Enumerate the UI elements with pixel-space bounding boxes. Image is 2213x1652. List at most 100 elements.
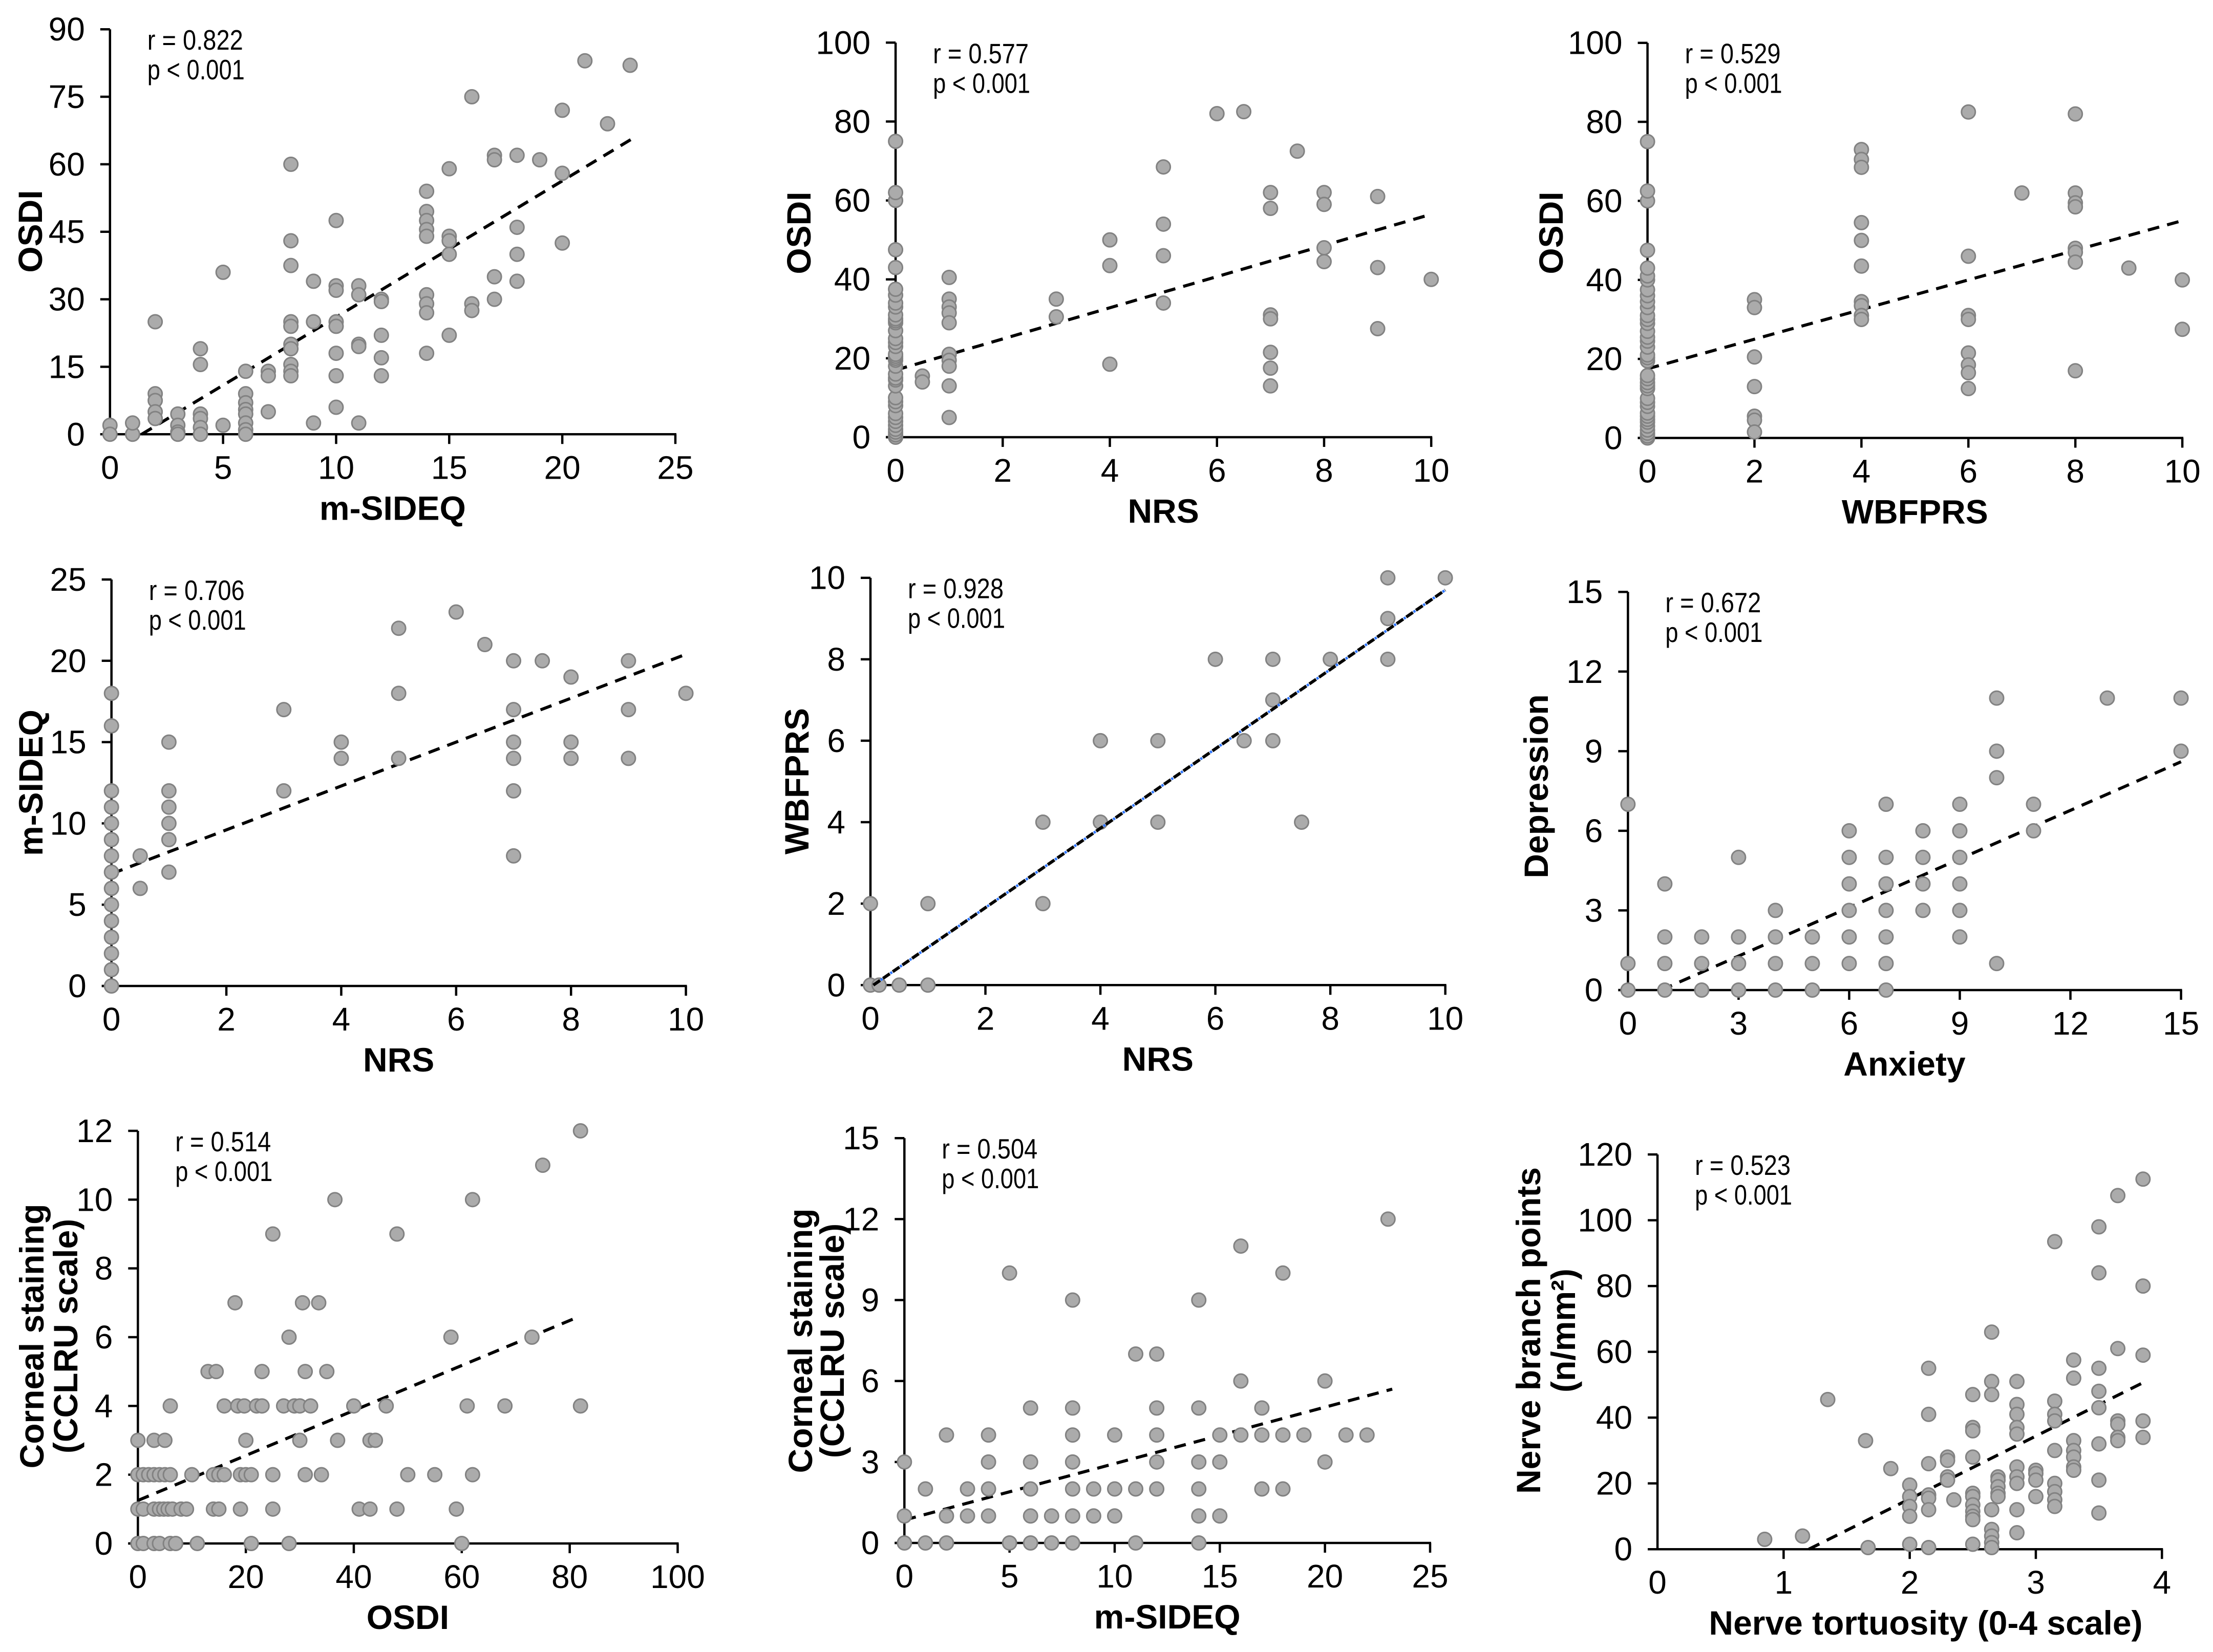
svg-text:5: 5 — [68, 886, 87, 923]
svg-text:p < 0.001: p < 0.001 — [149, 604, 246, 636]
svg-text:0: 0 — [827, 967, 845, 1003]
svg-text:2: 2 — [1746, 453, 1764, 489]
svg-text:r = 0.577: r = 0.577 — [933, 37, 1029, 69]
svg-text:80: 80 — [1586, 103, 1623, 140]
svg-text:0: 0 — [1604, 419, 1623, 456]
svg-text:r = 0.514: r = 0.514 — [175, 1126, 271, 1157]
svg-text:8: 8 — [562, 1001, 580, 1038]
svg-text:10: 10 — [76, 1182, 113, 1218]
svg-text:OSDI: OSDI — [1532, 191, 1570, 274]
svg-text:0: 0 — [101, 449, 119, 486]
svg-text:6: 6 — [1840, 1005, 1859, 1042]
svg-text:25: 25 — [50, 561, 87, 598]
svg-text:r = 0.822: r = 0.822 — [147, 24, 243, 56]
svg-text:6: 6 — [1208, 452, 1226, 489]
svg-text:100: 100 — [816, 24, 870, 61]
svg-text:10: 10 — [318, 449, 354, 486]
svg-text:(CCLRU scale): (CCLRU scale) — [47, 1219, 84, 1453]
svg-text:0: 0 — [1639, 453, 1657, 489]
svg-text:25: 25 — [1412, 1558, 1448, 1595]
svg-text:p < 0.001: p < 0.001 — [1695, 1179, 1792, 1211]
svg-text:8: 8 — [1315, 452, 1333, 489]
svg-text:r = 0.706: r = 0.706 — [149, 574, 245, 606]
svg-text:8: 8 — [2067, 453, 2085, 489]
svg-text:4: 4 — [827, 804, 845, 841]
svg-text:0: 0 — [1649, 1564, 1667, 1601]
svg-text:20: 20 — [1596, 1465, 1632, 1502]
svg-text:10: 10 — [808, 559, 845, 596]
svg-text:4: 4 — [95, 1388, 113, 1425]
svg-text:p < 0.001: p < 0.001 — [933, 67, 1030, 99]
svg-text:Nerve tortuosity (0-4 scale): Nerve tortuosity (0-4 scale) — [1709, 1604, 2143, 1642]
svg-text:2: 2 — [95, 1456, 113, 1493]
svg-text:m-SIDEQ: m-SIDEQ — [1094, 1598, 1240, 1636]
svg-text:10: 10 — [1096, 1558, 1133, 1595]
svg-text:20: 20 — [1586, 340, 1623, 377]
svg-text:20: 20 — [228, 1558, 264, 1595]
svg-text:0: 0 — [895, 1558, 913, 1595]
svg-text:30: 30 — [49, 281, 85, 318]
svg-text:2: 2 — [993, 452, 1012, 489]
svg-text:OSDI: OSDI — [367, 1598, 449, 1636]
svg-text:6: 6 — [447, 1001, 465, 1038]
svg-text:60: 60 — [834, 182, 870, 219]
svg-text:p < 0.001: p < 0.001 — [175, 1155, 272, 1187]
svg-text:8: 8 — [827, 640, 845, 677]
svg-text:NRS: NRS — [363, 1041, 434, 1079]
svg-text:5: 5 — [214, 449, 232, 486]
svg-text:m-SIDEQ: m-SIDEQ — [12, 710, 50, 856]
svg-text:p < 0.001: p < 0.001 — [147, 54, 245, 85]
svg-text:2: 2 — [827, 885, 845, 922]
svg-text:80: 80 — [1596, 1268, 1632, 1304]
svg-text:40: 40 — [335, 1558, 372, 1595]
svg-text:2: 2 — [1901, 1564, 1919, 1601]
svg-text:45: 45 — [49, 213, 85, 250]
svg-text:15: 15 — [50, 723, 87, 760]
svg-text:12: 12 — [2052, 1005, 2089, 1042]
svg-text:0: 0 — [886, 452, 905, 489]
svg-text:10: 10 — [2164, 453, 2201, 489]
svg-text:3: 3 — [2027, 1564, 2046, 1601]
svg-text:15: 15 — [843, 1120, 879, 1157]
svg-text:OSDI: OSDI — [780, 191, 818, 274]
svg-text:p < 0.001: p < 0.001 — [942, 1163, 1039, 1195]
svg-text:4: 4 — [332, 1001, 351, 1038]
svg-text:Depression: Depression — [1517, 694, 1555, 878]
svg-text:p < 0.001: p < 0.001 — [1666, 616, 1763, 648]
svg-text:0: 0 — [861, 1525, 879, 1561]
svg-text:0: 0 — [852, 419, 870, 456]
svg-text:20: 20 — [834, 340, 870, 377]
svg-text:NRS: NRS — [1122, 1040, 1193, 1078]
svg-text:0: 0 — [1614, 1531, 1633, 1568]
svg-text:0: 0 — [95, 1525, 113, 1562]
svg-text:120: 120 — [1578, 1136, 1633, 1173]
svg-text:0: 0 — [68, 968, 87, 1004]
svg-text:(CCLRU scale): (CCLRU scale) — [813, 1224, 851, 1458]
svg-text:100: 100 — [1578, 1202, 1633, 1239]
svg-text:20: 20 — [50, 642, 87, 679]
svg-text:4: 4 — [1091, 1000, 1110, 1037]
svg-text:0: 0 — [1619, 1005, 1637, 1042]
svg-text:m-SIDEQ: m-SIDEQ — [320, 489, 466, 527]
svg-text:Anxiety: Anxiety — [1844, 1045, 1966, 1083]
svg-text:4: 4 — [2153, 1564, 2172, 1601]
svg-text:80: 80 — [834, 103, 870, 140]
svg-text:25: 25 — [657, 449, 693, 486]
svg-text:Corneal staining: Corneal staining — [781, 1209, 819, 1473]
svg-text:0: 0 — [1585, 972, 1603, 1009]
svg-text:8: 8 — [1321, 1000, 1339, 1037]
svg-text:Nerve branch points: Nerve branch points — [1509, 1167, 1547, 1494]
svg-text:r = 0.523: r = 0.523 — [1695, 1149, 1791, 1181]
svg-text:60: 60 — [443, 1558, 480, 1595]
svg-text:10: 10 — [668, 1001, 704, 1038]
svg-text:100: 100 — [1568, 25, 1623, 61]
svg-text:p < 0.001: p < 0.001 — [908, 602, 1005, 634]
svg-text:15: 15 — [49, 348, 85, 385]
svg-text:9: 9 — [1585, 733, 1603, 769]
svg-text:15: 15 — [1567, 573, 1603, 610]
svg-text:20: 20 — [1307, 1558, 1343, 1595]
svg-text:2: 2 — [976, 1000, 994, 1037]
svg-text:9: 9 — [861, 1282, 879, 1319]
svg-text:90: 90 — [49, 11, 85, 48]
svg-text:0: 0 — [129, 1558, 147, 1595]
